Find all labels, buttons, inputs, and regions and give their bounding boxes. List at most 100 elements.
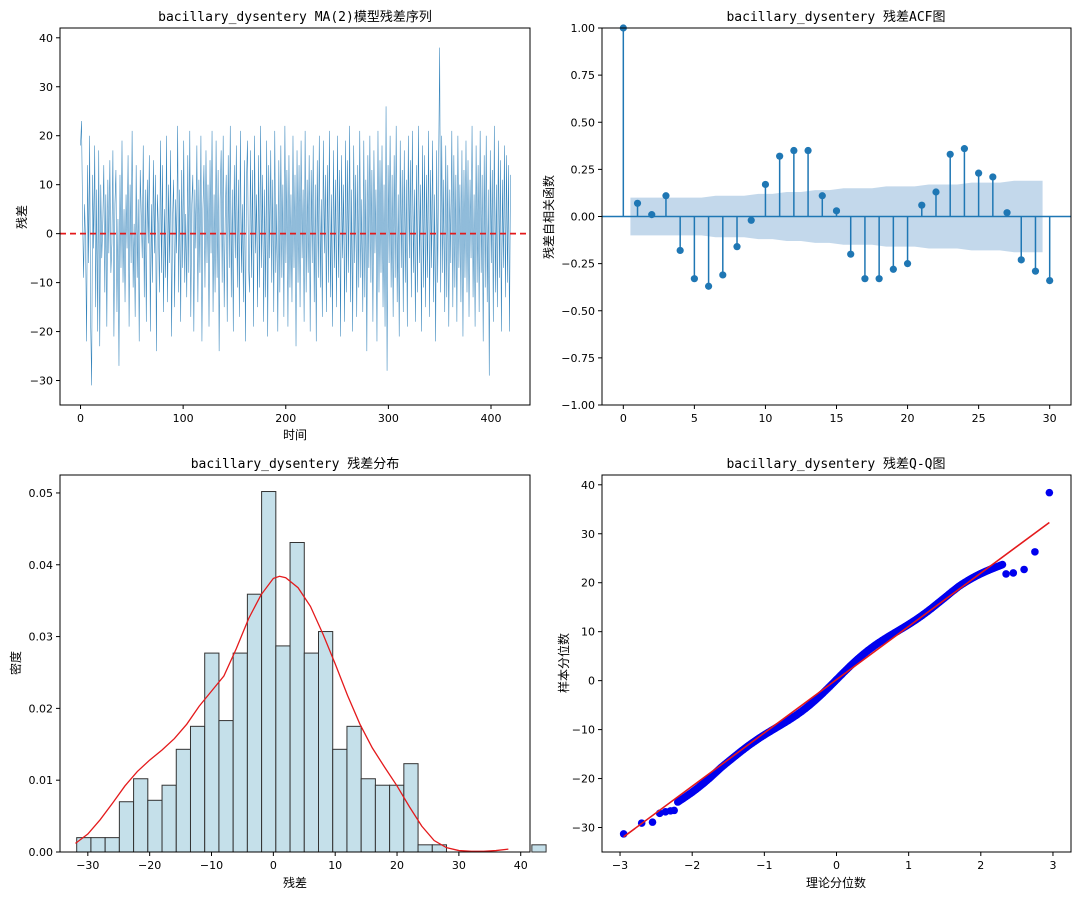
qq-point bbox=[670, 806, 678, 815]
histogram-ylabel: 密度 bbox=[8, 651, 23, 675]
acf-ytick-label: 0.50 bbox=[571, 116, 596, 129]
qq-ylabel: 样本分位数 bbox=[556, 633, 571, 693]
histogram-bar bbox=[76, 837, 92, 853]
acf-ytick-label: 0.25 bbox=[571, 163, 596, 176]
qq-xtick-label: 0 bbox=[833, 859, 840, 872]
residual-series-ytick-label: −20 bbox=[30, 326, 53, 339]
qq-ytick-label: 20 bbox=[581, 577, 595, 590]
residual-series-ylabel: 残差 bbox=[15, 205, 29, 229]
acf-marker bbox=[861, 275, 869, 283]
kde-curve bbox=[75, 575, 509, 852]
residual-series-xtick-label: 400 bbox=[481, 412, 502, 425]
histogram-bar bbox=[118, 801, 135, 853]
acf-marker bbox=[847, 250, 855, 258]
acf-xtick-label: 10 bbox=[758, 412, 772, 425]
histogram-bar bbox=[303, 652, 319, 853]
histogram-bar bbox=[289, 542, 305, 853]
acf-marker bbox=[761, 180, 770, 189]
histogram-ytick-label: 0.00 bbox=[29, 846, 54, 859]
acf-marker bbox=[676, 246, 684, 255]
residual-series-xtick-label: 200 bbox=[275, 412, 296, 425]
histogram-bar bbox=[275, 645, 291, 853]
histogram-ytick-label: 0.01 bbox=[29, 774, 54, 787]
acf-ytick-label: 0.75 bbox=[571, 69, 596, 82]
acf-marker bbox=[804, 146, 812, 155]
acf-marker bbox=[747, 216, 755, 224]
acf-frame bbox=[601, 27, 1072, 406]
acf-xtick-label: 30 bbox=[1043, 412, 1057, 425]
histogram-frame bbox=[59, 474, 531, 853]
residual-series-xtick-label: 300 bbox=[378, 412, 399, 425]
qq-xtick-label: 3 bbox=[1049, 859, 1056, 872]
histogram-bar bbox=[389, 784, 405, 853]
histogram-title: bacillary_dysentery 残差分布 bbox=[191, 457, 400, 472]
histogram-xtick-label: 40 bbox=[514, 859, 528, 872]
acf-marker bbox=[1017, 256, 1025, 264]
acf-marker bbox=[704, 282, 713, 290]
acf-marker bbox=[648, 211, 656, 219]
acf-marker bbox=[719, 271, 727, 279]
histogram-ytick-label: 0.04 bbox=[29, 559, 54, 572]
histogram-bar bbox=[332, 748, 348, 853]
histogram-bar bbox=[175, 748, 191, 853]
histogram-xlabel: 残差 bbox=[283, 876, 307, 890]
histogram-bar bbox=[346, 725, 362, 853]
acf-xtick-label: 20 bbox=[901, 412, 915, 425]
residual-series-title: bacillary_dysentery MA(2)模型残差序列 bbox=[158, 10, 432, 25]
acf-marker bbox=[1046, 276, 1054, 285]
histogram-panel: bacillary_dysentery 残差分布 −30 −20 −10 0 10 20 3… bbox=[8, 457, 547, 890]
residual-series-ytick-label: −30 bbox=[30, 375, 53, 388]
residual-series-line bbox=[80, 47, 511, 386]
histogram-bar bbox=[531, 844, 547, 853]
histogram-xtick-label: 10 bbox=[328, 859, 342, 872]
residual-series-ytick-label: 0 bbox=[46, 228, 53, 241]
qq-ytick-label: 40 bbox=[581, 479, 595, 492]
histogram-xtick-label: 20 bbox=[390, 859, 404, 872]
acf-xtick-label: 5 bbox=[691, 412, 698, 425]
histogram-bar bbox=[318, 631, 334, 853]
residual-series-xtick-label: 0 bbox=[77, 412, 84, 425]
acf-marker bbox=[875, 275, 883, 283]
residual-series-panel: bacillary_dysentery MA(2)模型残差序列 0 100 200 3… bbox=[15, 10, 531, 442]
histogram-bar bbox=[189, 725, 206, 853]
histogram-bar bbox=[374, 784, 391, 853]
histogram-xtick-label: −10 bbox=[200, 859, 223, 872]
qq-point bbox=[1002, 570, 1010, 578]
histogram-plot-area: −30 −20 −10 0 10 20 30 40 0.00 0.01 0.02 0.03 0.04 0.… bbox=[29, 487, 547, 872]
acf-marker bbox=[975, 169, 983, 177]
qq-xlabel: 理论分位数 bbox=[806, 875, 866, 890]
residual-series-plot-area: 0 100 200 300 400 −30 −20 −10 0 10 20 30 40 bbox=[30, 32, 530, 425]
acf-ytick-label: −0.75 bbox=[561, 352, 595, 365]
residual-series-ytick-label: 20 bbox=[39, 130, 53, 143]
qq-ytick-label: 0 bbox=[588, 675, 595, 688]
qq-ytick-label: 10 bbox=[581, 626, 595, 639]
acf-ytick-label: −1.00 bbox=[561, 399, 595, 412]
acf-marker bbox=[1003, 209, 1011, 217]
qq-ytick-label: −30 bbox=[572, 822, 595, 835]
qq-point bbox=[998, 560, 1007, 569]
acf-marker bbox=[832, 207, 841, 215]
histogram-bar bbox=[218, 720, 234, 853]
histogram-bar bbox=[204, 652, 220, 853]
histogram-bar bbox=[104, 837, 120, 853]
acf-marker bbox=[690, 275, 698, 283]
histogram-bar bbox=[246, 593, 263, 853]
acf-marker bbox=[889, 265, 897, 273]
residual-series-ytick-label: 10 bbox=[39, 179, 53, 192]
histogram-xtick-label: 0 bbox=[270, 859, 277, 872]
residual-series-ytick-label: 40 bbox=[39, 32, 53, 45]
qq-point bbox=[1045, 488, 1054, 497]
acf-ytick-label: 0.00 bbox=[571, 211, 596, 224]
qq-panel: bacillary_dysentery 残差Q-Q图 −3 −2 −1 0 1 2 3−30… bbox=[556, 457, 1072, 890]
qq-point bbox=[1031, 548, 1039, 556]
qq-ytick-label: −20 bbox=[572, 773, 595, 786]
acf-xtick-label: 0 bbox=[620, 412, 627, 425]
qq-point bbox=[648, 818, 657, 826]
histogram-bar bbox=[261, 491, 277, 853]
residual-series-ytick-label: −10 bbox=[30, 277, 53, 290]
acf-marker bbox=[932, 188, 940, 196]
residual-series-ytick-label: 30 bbox=[39, 81, 53, 94]
histogram-bar bbox=[403, 763, 419, 853]
acf-plot-area: 0 5 10 15 20 25 30 −1.00 −0.75 −0.50 −0.25 0.00 0.25… bbox=[561, 22, 1071, 425]
